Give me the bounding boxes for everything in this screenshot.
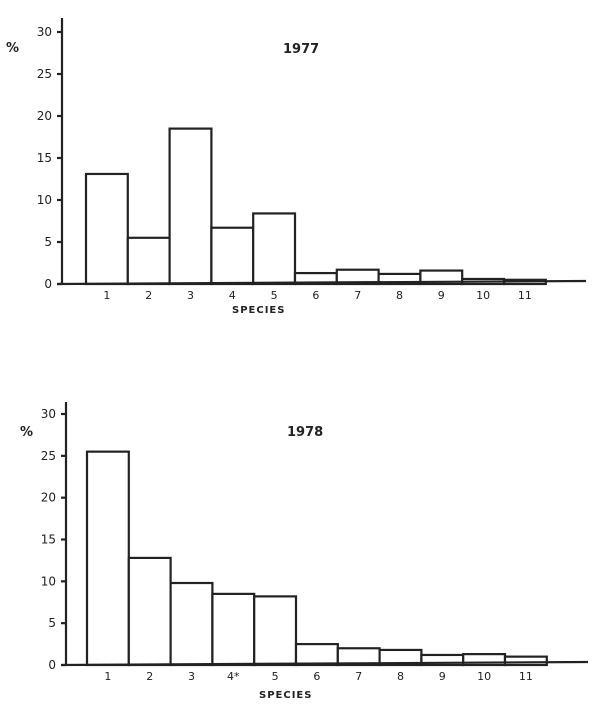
y-tick-label: 30 [37,25,52,39]
bar-species-6 [294,642,339,667]
bars [85,450,548,667]
y-tick-label: 5 [48,616,56,630]
bar-species-3 [168,127,213,286]
y-axis-ticks: 0 5 10 15 20 25 30 [41,407,66,672]
x-axis-line [56,279,587,286]
y-tick-label: 10 [41,574,56,588]
x-category-label: 7 [354,289,361,302]
y-tick-label: 0 [44,277,52,291]
y-tick-label: 20 [41,491,56,505]
chart-1978: % 1978 0 5 10 15 20 25 30 1 2 3 4* 5 6 7 8 9 10 11 SPECI… [20,402,589,701]
y-tick-label: 25 [41,449,56,463]
bars [84,127,547,286]
x-category-label: 8 [396,289,403,302]
bar-species-4* [211,592,256,667]
x-category-label: 5 [271,289,278,302]
x-category-label: 8 [397,670,404,683]
x-category-label: 10 [477,670,491,683]
y-axis-ticks: 0 5 10 15 20 25 30 [37,25,62,291]
x-category-label: 9 [439,670,446,683]
bar-species-4 [210,226,255,286]
x-axis-title: SPECIES [259,690,312,701]
x-category-label: 10 [476,289,490,302]
chart-title: 1977 [283,42,319,57]
y-axis-unit: % [6,41,19,56]
x-axis-category-labels: 1 2 3 4 5 6 7 8 9 10 11 [103,289,532,302]
x-category-label: 1 [104,670,111,683]
y-tick-label: 10 [37,193,52,207]
y-tick-label: 15 [37,151,52,165]
bar-species-3 [169,581,214,667]
x-category-label: 4 [229,289,236,302]
y-axis-unit: % [20,425,33,440]
y-tick-label: 20 [37,109,52,123]
bar-species-11 [503,655,548,667]
x-category-label: 2 [145,289,152,302]
x-category-label: 1 [103,289,110,302]
bar-species-2 [127,556,172,667]
x-category-label: 6 [313,670,320,683]
x-category-label: 11 [518,289,532,302]
x-category-label: 3 [187,289,194,302]
y-tick-label: 5 [44,235,52,249]
chart-title: 1978 [287,425,323,440]
x-axis-category-labels: 1 2 3 4* 5 6 7 8 9 10 11 [104,670,533,683]
x-category-label: 9 [438,289,445,302]
y-tick-label: 15 [41,533,56,547]
x-category-label: 7 [355,670,362,683]
x-category-label: 6 [312,289,319,302]
bar-species-1 [85,450,130,667]
x-axis-title: SPECIES [232,305,285,316]
x-axis-line [60,660,589,667]
x-category-label: 3 [188,670,195,683]
bar-species-5 [252,212,297,286]
x-category-label: 2 [146,670,153,683]
chart-1977: % 1977 0 5 10 15 20 25 30 1 2 3 4 5 6 7 8 9 10 11 SPECIE… [6,18,587,316]
y-tick-label: 0 [48,658,56,672]
bar-species-2 [126,236,171,286]
y-tick-label: 30 [41,407,56,421]
y-tick-label: 25 [37,67,52,81]
axes [60,402,589,667]
x-category-label: 4* [227,670,240,683]
bar-species-5 [253,595,298,667]
x-category-label: 11 [519,670,533,683]
bar-species-9 [419,269,464,286]
x-category-label: 5 [272,670,279,683]
bar-species-1 [84,172,129,286]
axes [56,18,587,286]
